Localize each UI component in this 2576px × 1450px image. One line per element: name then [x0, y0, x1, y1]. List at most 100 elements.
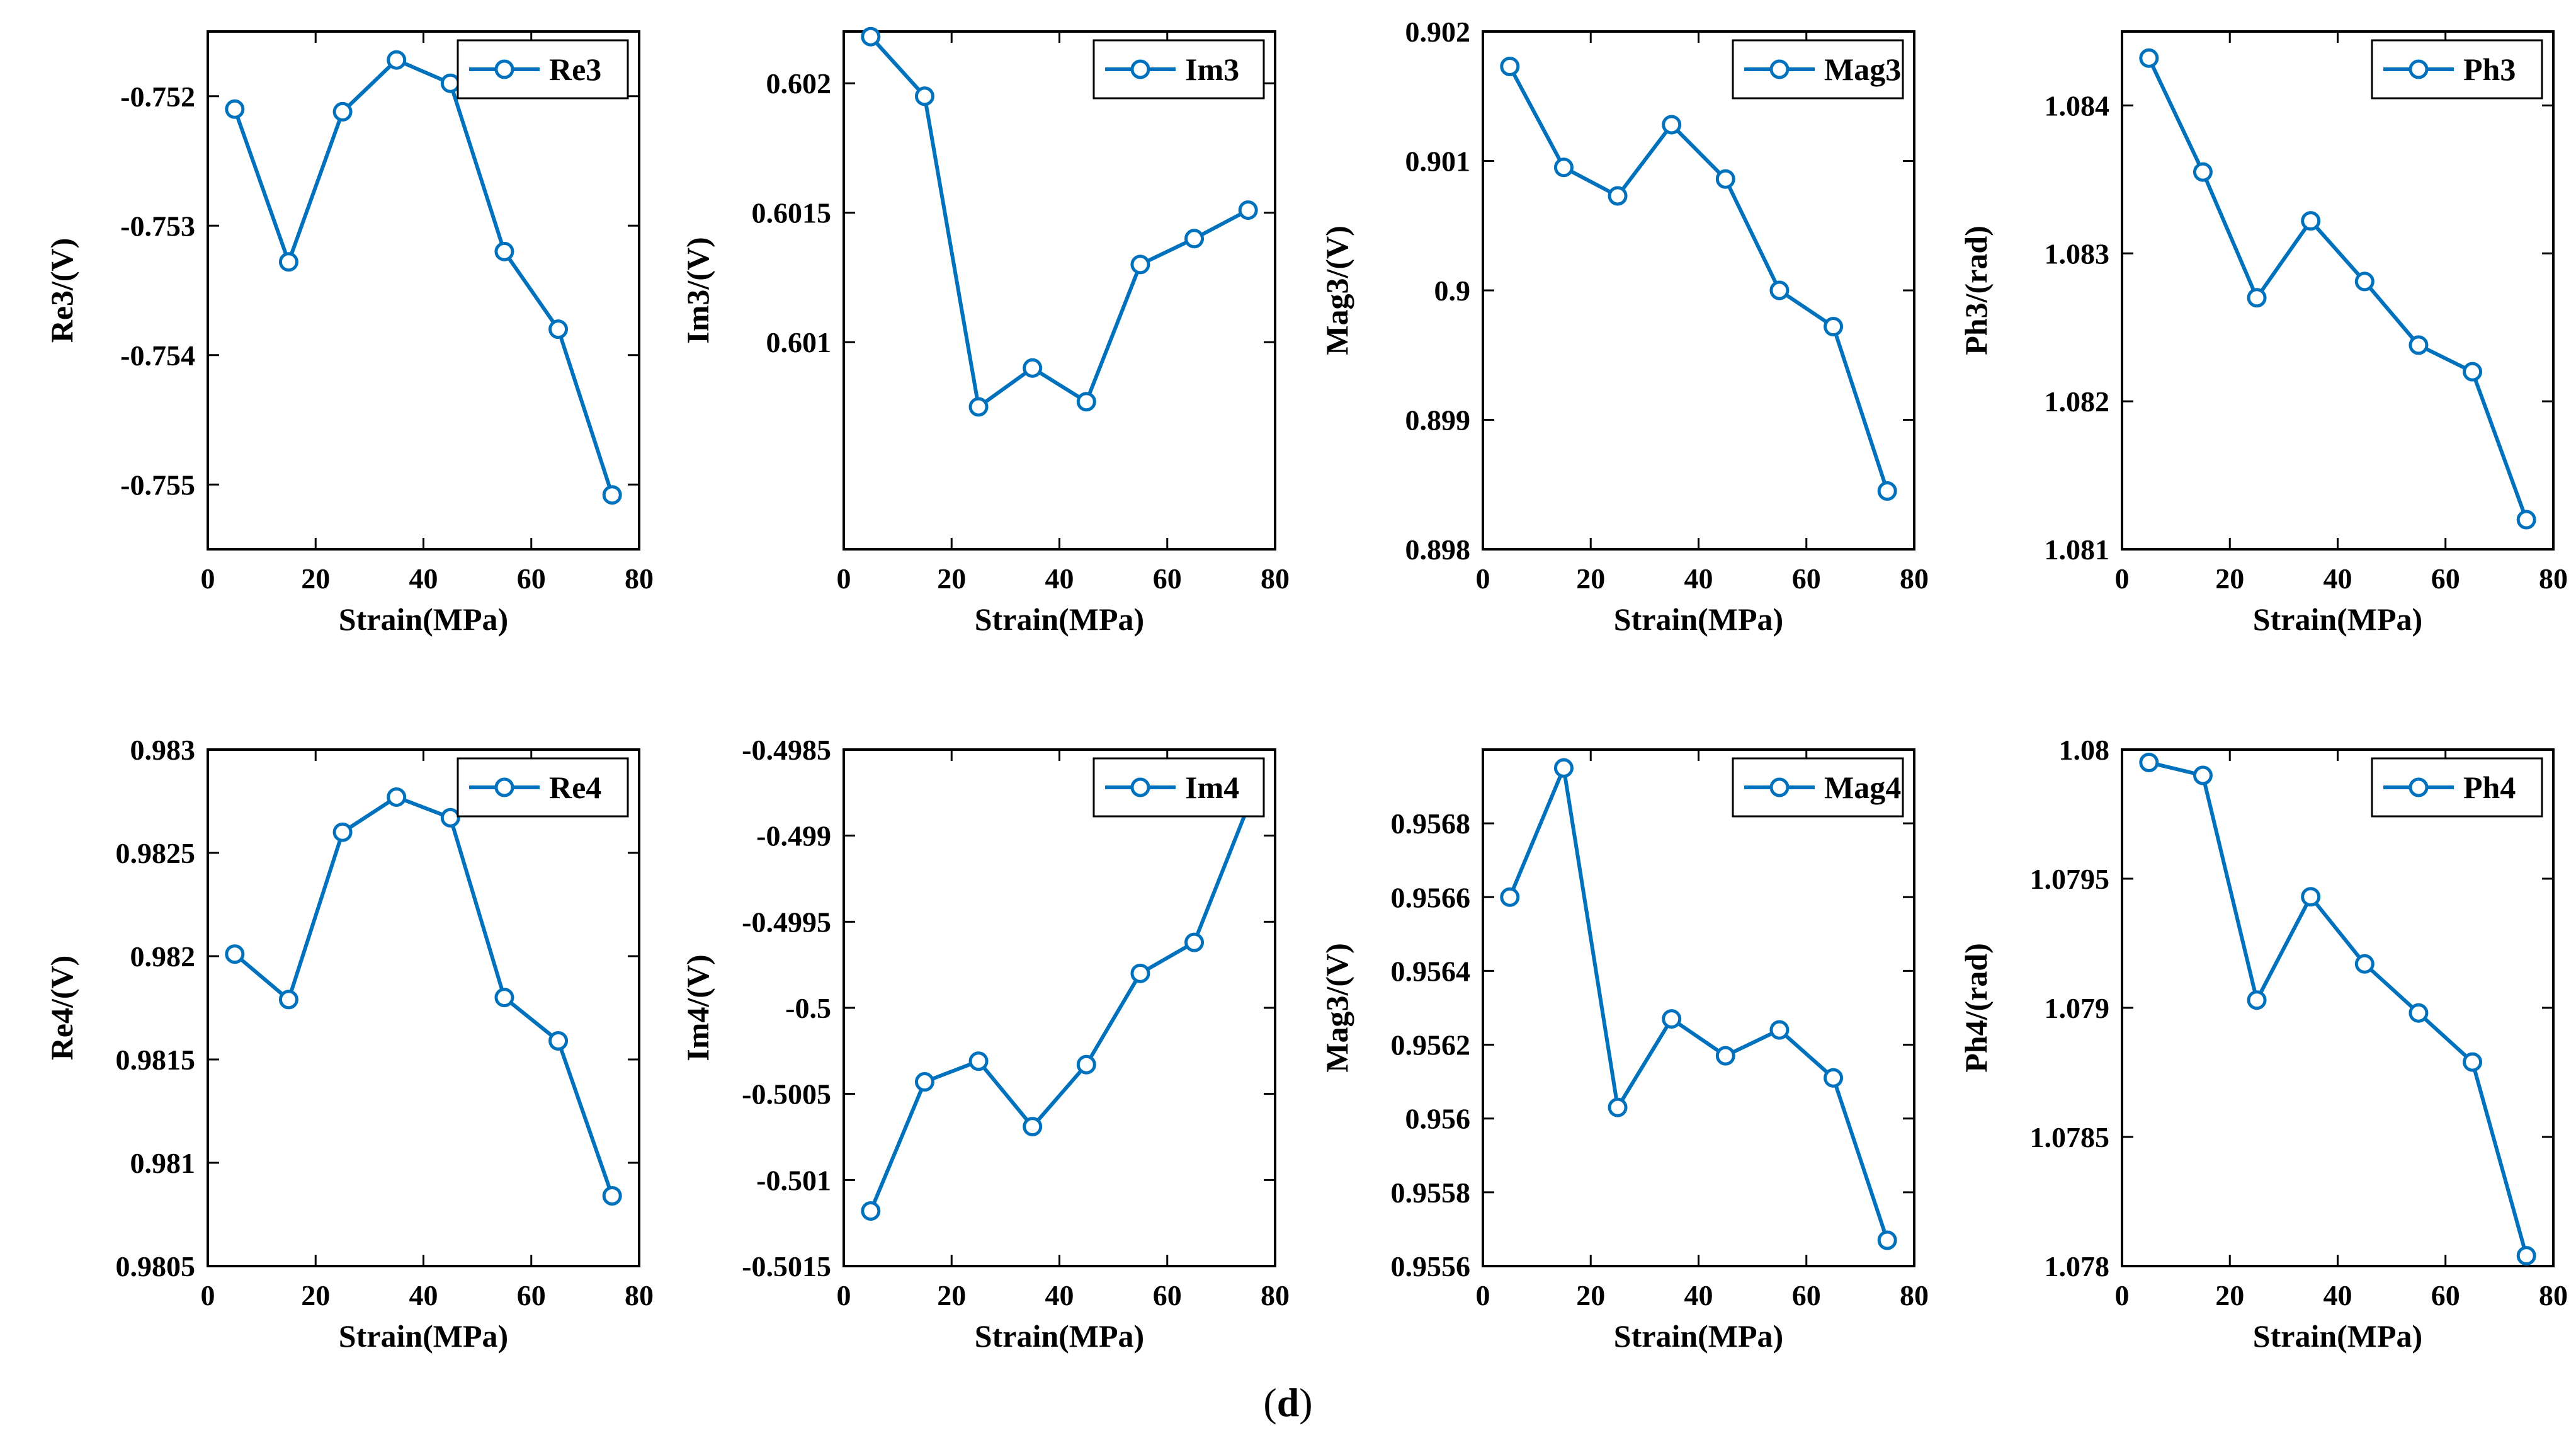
x-tick-label: 0: [2115, 562, 2130, 595]
plot-area-frame: [2121, 748, 2555, 1267]
x-tick-label: 20: [2215, 562, 2244, 595]
data-point: [2516, 1246, 2536, 1266]
data-point: [2247, 288, 2267, 308]
legend-marker: [2409, 59, 2429, 79]
y-tick-label: 0.9568: [1391, 808, 1471, 840]
y-tick-label: 0.9566: [1391, 881, 1471, 913]
chart-panel-re4: 0 20 40 60 80 0.9805 0.981 0.9815 0.982 0.9825 0.9…: [44, 734, 654, 1354]
x-tick-label: 40: [1684, 562, 1713, 595]
data-point: [1130, 254, 1150, 275]
x-tick-label: 20: [301, 1279, 330, 1311]
data-point: [1130, 963, 1150, 983]
y-axis-label: Mag3/(V): [1319, 943, 1354, 1073]
y-tick-label: 1.084: [2045, 89, 2110, 122]
legend-marker: [2409, 777, 2429, 797]
x-tick-label: 40: [409, 1279, 438, 1311]
data-point: [1238, 200, 1258, 220]
legend: Re3: [457, 39, 629, 100]
y-tick-label: 0.9815: [116, 1044, 196, 1076]
x-axis-label: Strain(MPa): [975, 1318, 1144, 1354]
y-tick-label: 0.981: [130, 1147, 196, 1179]
y-tick-label: 0.982: [130, 940, 196, 973]
y-tick-label: 0.9: [1434, 275, 1471, 307]
x-tick-label: 80: [1261, 562, 1290, 595]
series-line: [1508, 66, 1890, 492]
chart-panel-re3: 0 20 40 60 80 -0.755 -0.754 -0.753 -0.752 Strain(…: [44, 30, 654, 637]
legend-label: Ph3: [2463, 52, 2516, 87]
x-tick-label: 20: [301, 562, 330, 595]
x-tick-label: 60: [517, 562, 546, 595]
data-point: [2463, 1052, 2483, 1072]
y-axis-label: Re3/(V): [44, 238, 79, 343]
x-tick-label: 0: [201, 562, 215, 595]
y-tick-label: 1.08: [2059, 734, 2110, 766]
data-point: [1662, 1009, 1682, 1029]
legend-marker: [494, 59, 514, 79]
data-point: [602, 485, 622, 505]
data-point: [1824, 317, 1844, 337]
data-point: [494, 988, 514, 1008]
y-axis-label: Mag3/(V): [1319, 225, 1354, 355]
legend-marker: [1769, 59, 1790, 79]
data-point: [2354, 271, 2375, 292]
data-point: [1662, 115, 1682, 135]
legend-label: Re3: [549, 52, 601, 87]
chart-panel-mag3: 0 20 40 60 80 0.898 0.899 0.9 0.901 0.902 Strain(M…: [1319, 16, 1929, 637]
data-point: [914, 1072, 934, 1092]
y-axis-label: Re4/(V): [44, 956, 79, 1061]
legend-marker: [1130, 777, 1150, 797]
x-tick-label: 80: [625, 1279, 654, 1311]
legend: Ph3: [2371, 39, 2543, 100]
y-tick-label: 1.082: [2045, 385, 2110, 418]
plot-area-frame: [843, 748, 1276, 1267]
y-tick-label: 1.083: [2045, 237, 2110, 270]
data-point: [2301, 887, 2321, 907]
x-tick-label: 0: [1476, 562, 1490, 595]
y-tick-label: -0.753: [120, 210, 195, 242]
x-tick-label: 40: [1045, 562, 1074, 595]
x-axis-label: Strain(MPa): [1614, 602, 1783, 637]
x-tick-label: 0: [837, 562, 851, 595]
plot-area-frame: [207, 748, 640, 1267]
legend-label: Im3: [1185, 52, 1239, 87]
data-point: [1553, 157, 1574, 178]
y-tick-label: -0.755: [120, 469, 195, 501]
chart-panel-mag4: 0 20 40 60 80 0.9556 0.9558 0.956 0.9562 0.9564 0.…: [1319, 748, 1929, 1354]
legend-box: [457, 39, 629, 100]
data-point: [968, 397, 989, 417]
y-tick-label: -0.752: [120, 81, 195, 113]
figure-label: d: [1276, 1380, 1300, 1425]
data-point: [387, 50, 407, 70]
y-tick-label: 1.079: [2045, 992, 2110, 1024]
legend: Mag4: [1732, 757, 1904, 818]
data-point: [1877, 481, 1897, 501]
series-line: [2147, 57, 2529, 521]
legend-marker: [1769, 777, 1790, 797]
series-line: [1508, 766, 1890, 1241]
y-tick-label: -0.501: [756, 1164, 831, 1196]
chart-panel-im4: 0 20 40 60 80 -0.5015 -0.501 -0.5005 -0.5 -0.4995…: [680, 734, 1290, 1354]
data-point: [1824, 1068, 1844, 1088]
legend-label: Mag3: [1824, 52, 1901, 87]
data-point: [1500, 56, 1520, 76]
data-point: [1769, 280, 1790, 300]
legend-marker: [494, 777, 514, 797]
data-point: [861, 26, 881, 47]
series-line: [869, 806, 1250, 1212]
y-tick-label: -0.5: [785, 992, 831, 1024]
data-point: [1076, 392, 1096, 412]
legend: Im3: [1092, 39, 1265, 100]
data-point: [1608, 1097, 1628, 1117]
legend-label: Mag4: [1824, 770, 1901, 805]
series-line: [233, 795, 615, 1197]
data-point: [1715, 169, 1735, 189]
x-tick-label: 60: [517, 1279, 546, 1311]
data-point: [2193, 765, 2213, 785]
data-point: [440, 808, 460, 828]
data-point: [2354, 954, 2375, 974]
data-point: [861, 1201, 881, 1221]
series-line: [2148, 760, 2529, 1257]
x-tick-label: 80: [1900, 1279, 1929, 1311]
data-point: [278, 252, 298, 272]
x-tick-label: 60: [1153, 562, 1182, 595]
